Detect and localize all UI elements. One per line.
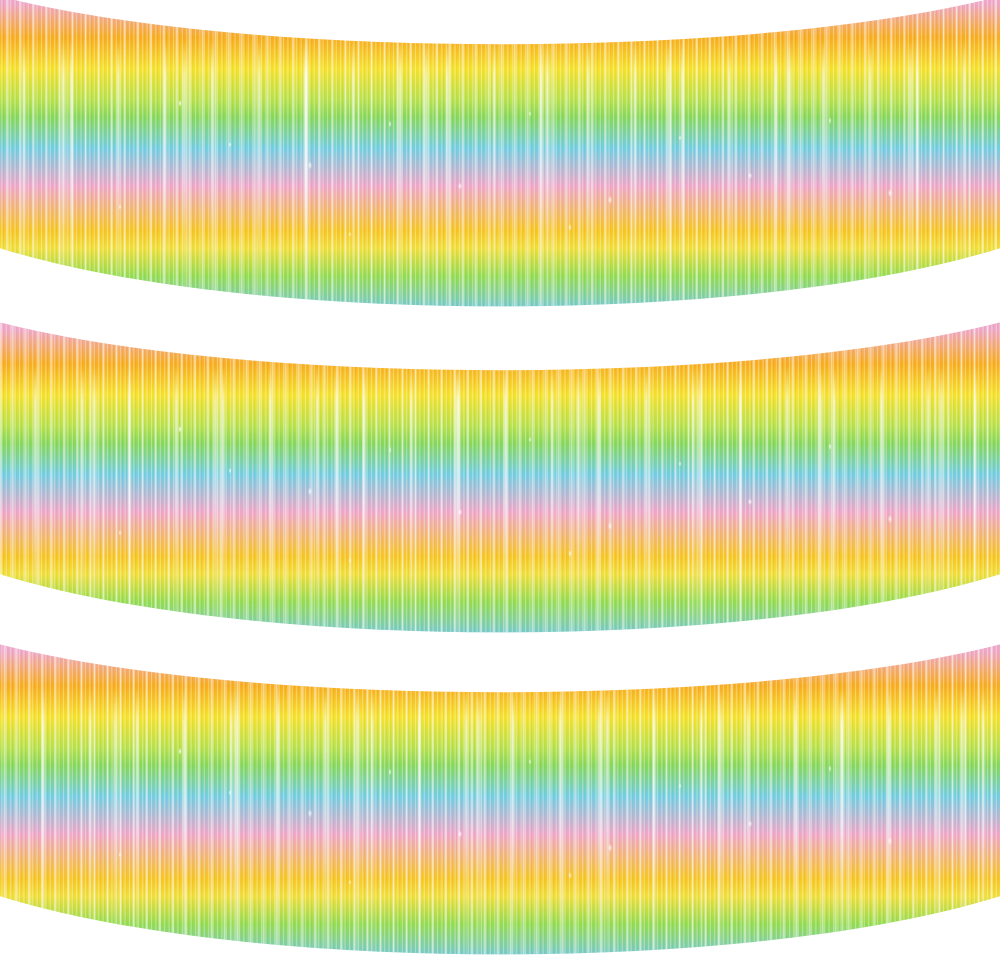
fringe-garland-row-1	[0, 0, 1000, 331]
sparkle-highlights	[0, 0, 1000, 331]
garland-body	[0, 0, 1000, 331]
garland-body	[0, 312, 1000, 657]
fringe-garland-row-2	[0, 312, 1000, 657]
garland-body	[0, 634, 1000, 969]
fringe-garland-row-3	[0, 634, 1000, 969]
